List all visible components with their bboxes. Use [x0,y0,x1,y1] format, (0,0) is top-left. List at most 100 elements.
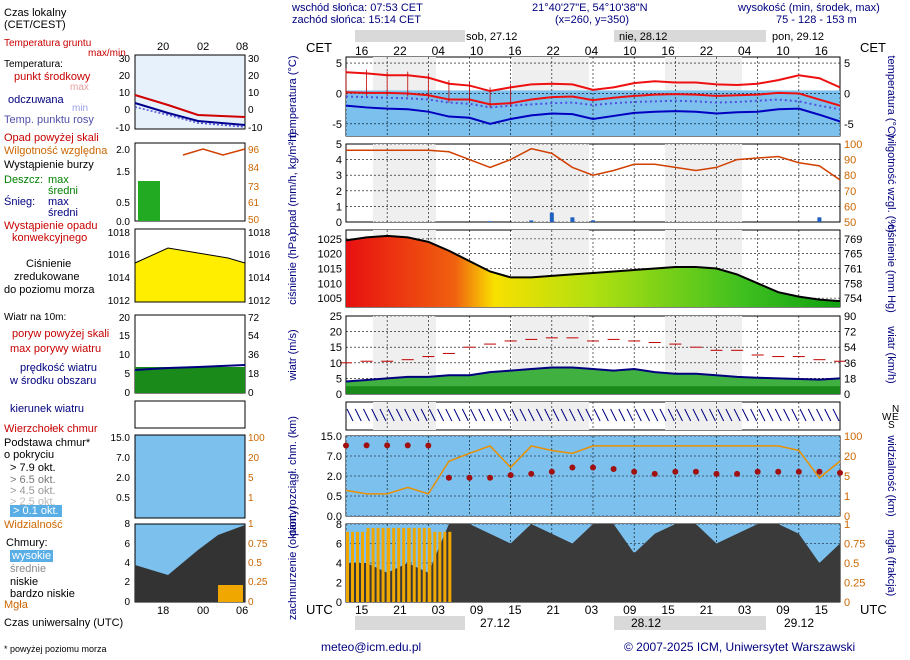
wind-arrow-20 [511,408,519,422]
cloud-top-dot-5 [445,474,452,481]
utc-tick-12: 15 [815,603,829,617]
cloud-top-dot-8 [507,472,514,479]
legend-ground-temp: Temperatura gruntu [4,38,92,49]
legend-rain: Deszcz: [4,174,44,186]
ytick-right-3-1: 72 [844,327,856,339]
wind-arrow-52 [774,408,782,422]
cloud-top-dot-21 [775,468,782,475]
cet-label-left: CET [306,40,332,55]
wind-arrow-33 [618,408,626,422]
wind-arrow-11 [437,408,445,422]
wind-arrow-28 [577,408,585,422]
ytick-right-0-1: 0 [844,88,850,100]
legend-cloud-top: Wierzchołek chmur [4,423,98,435]
svg-text:20: 20 [119,71,131,82]
svg-text:1012: 1012 [248,296,271,307]
cet-tick-10: 04 [738,44,752,58]
humidity-line [346,147,841,181]
svg-text:100: 100 [248,433,265,444]
legend-utc-tick-1: 00 [197,605,210,617]
ytick-right-3-2: 54 [844,342,856,354]
svg-text:36: 36 [248,350,260,361]
cloud-top-dot-13 [610,466,617,473]
sunset: zachód słońca: 15:14 CET [292,14,422,26]
legend-temp-title: Temperatura: [4,59,63,70]
wind-arrow-21 [519,408,527,422]
legend-utc-label: Czas uniwersalny (UTC) [4,617,124,629]
utc-tick-2: 03 [432,603,446,617]
svg-text:0.75: 0.75 [248,539,268,550]
svg-text:72: 72 [248,313,260,324]
svg-text:84: 84 [248,163,260,174]
ytick-left-5-0: 15.0 [321,431,342,443]
left-axis-label-0: temperatura (°C) [287,55,299,137]
ytick-left-5-2: 2.0 [327,471,342,483]
legend-temp-max: max [70,82,89,93]
fog-bar-3-0 [407,527,411,602]
svg-text:1: 1 [248,519,254,530]
legend-rain-max: max [48,174,69,186]
legend-wind-avg-2: w środku obszaru [10,375,97,387]
wind-arrow-1 [354,408,362,422]
svg-text:2.0: 2.0 [116,145,130,156]
footnote: * powyżej poziomu morza [4,644,107,654]
utc-tick-1: 21 [393,603,407,617]
wind-arrow-30 [593,408,601,422]
wind-arrow-27 [568,408,576,422]
wind-arrow-38 [659,408,667,422]
footer-email[interactable]: meteo@icm.edu.pl [321,640,422,654]
pressure-area [346,235,840,307]
fog-bar-2-2 [397,527,401,602]
cloud-top-dot-23 [816,468,823,475]
svg-text:0.0: 0.0 [116,217,130,228]
right-axis-label-1: wilgotność wzgl. (%) [885,132,897,233]
ytick-left-3-1: 20 [330,327,342,339]
ytick-right-1-0: 100 [844,139,862,151]
cloud-top-dot-1 [363,442,370,449]
cloud-top-dot-18 [713,470,720,477]
svg-text:20: 20 [248,453,260,464]
legend-gust-over: poryw powyżej skali [12,328,110,340]
ytick-left-1-5: 0 [336,217,342,229]
svg-text:1: 1 [248,493,254,504]
cet-tick-7: 10 [623,44,637,58]
cet-tick-11: 10 [776,44,790,58]
svg-text:8: 8 [124,519,130,530]
legend-high: wysokie [10,550,54,562]
ytick-right-0-2: -5 [844,119,854,131]
svg-text:4: 4 [124,558,130,569]
utc-label-left: UTC [306,602,333,617]
ytick-right-6-2: 0.5 [844,558,859,570]
utc-tick-7: 09 [623,603,637,617]
svg-text:10: 10 [119,88,131,99]
ytick-left-2-3: 1010 [318,278,342,290]
ytick-left-3-2: 15 [330,342,342,354]
cloud-top-dot-15 [651,470,658,477]
night-band-1-1 [512,144,589,222]
footer-copyright: © 2007-2025 ICM, Uniwersytet Warszawski [624,640,856,654]
svg-text:96: 96 [248,145,260,156]
ytick-right-3-5: 0 [844,389,850,401]
legend-mid: średnie [10,563,47,575]
legend-temp-feels: odczuwana [8,94,64,106]
svg-text:18: 18 [248,369,260,380]
wind-arrow-41 [684,408,692,422]
cloud-top-dot-20 [754,468,761,475]
cloud-top-dot-4 [425,442,432,449]
wind-arrow-44 [708,408,716,422]
svg-text:5: 5 [124,369,130,380]
svg-text:0.5: 0.5 [248,558,262,569]
wind-arrow-2 [363,408,370,422]
day-band-bottom-1 [614,616,766,630]
legend-okt-0: > 7.9 okt. [10,462,56,474]
cet-tick-2: 04 [432,44,446,58]
wind-arrow-56 [807,408,815,422]
wind-arrow-29 [585,408,593,422]
wind-arrow-17 [486,408,494,422]
ytick-right-0-0: 5 [844,58,850,70]
ytick-left-6-0: 8 [336,519,342,531]
wind-arrow-24 [544,408,552,422]
svg-text:15.0: 15.0 [111,433,131,444]
wind-arrow-31 [601,408,609,422]
